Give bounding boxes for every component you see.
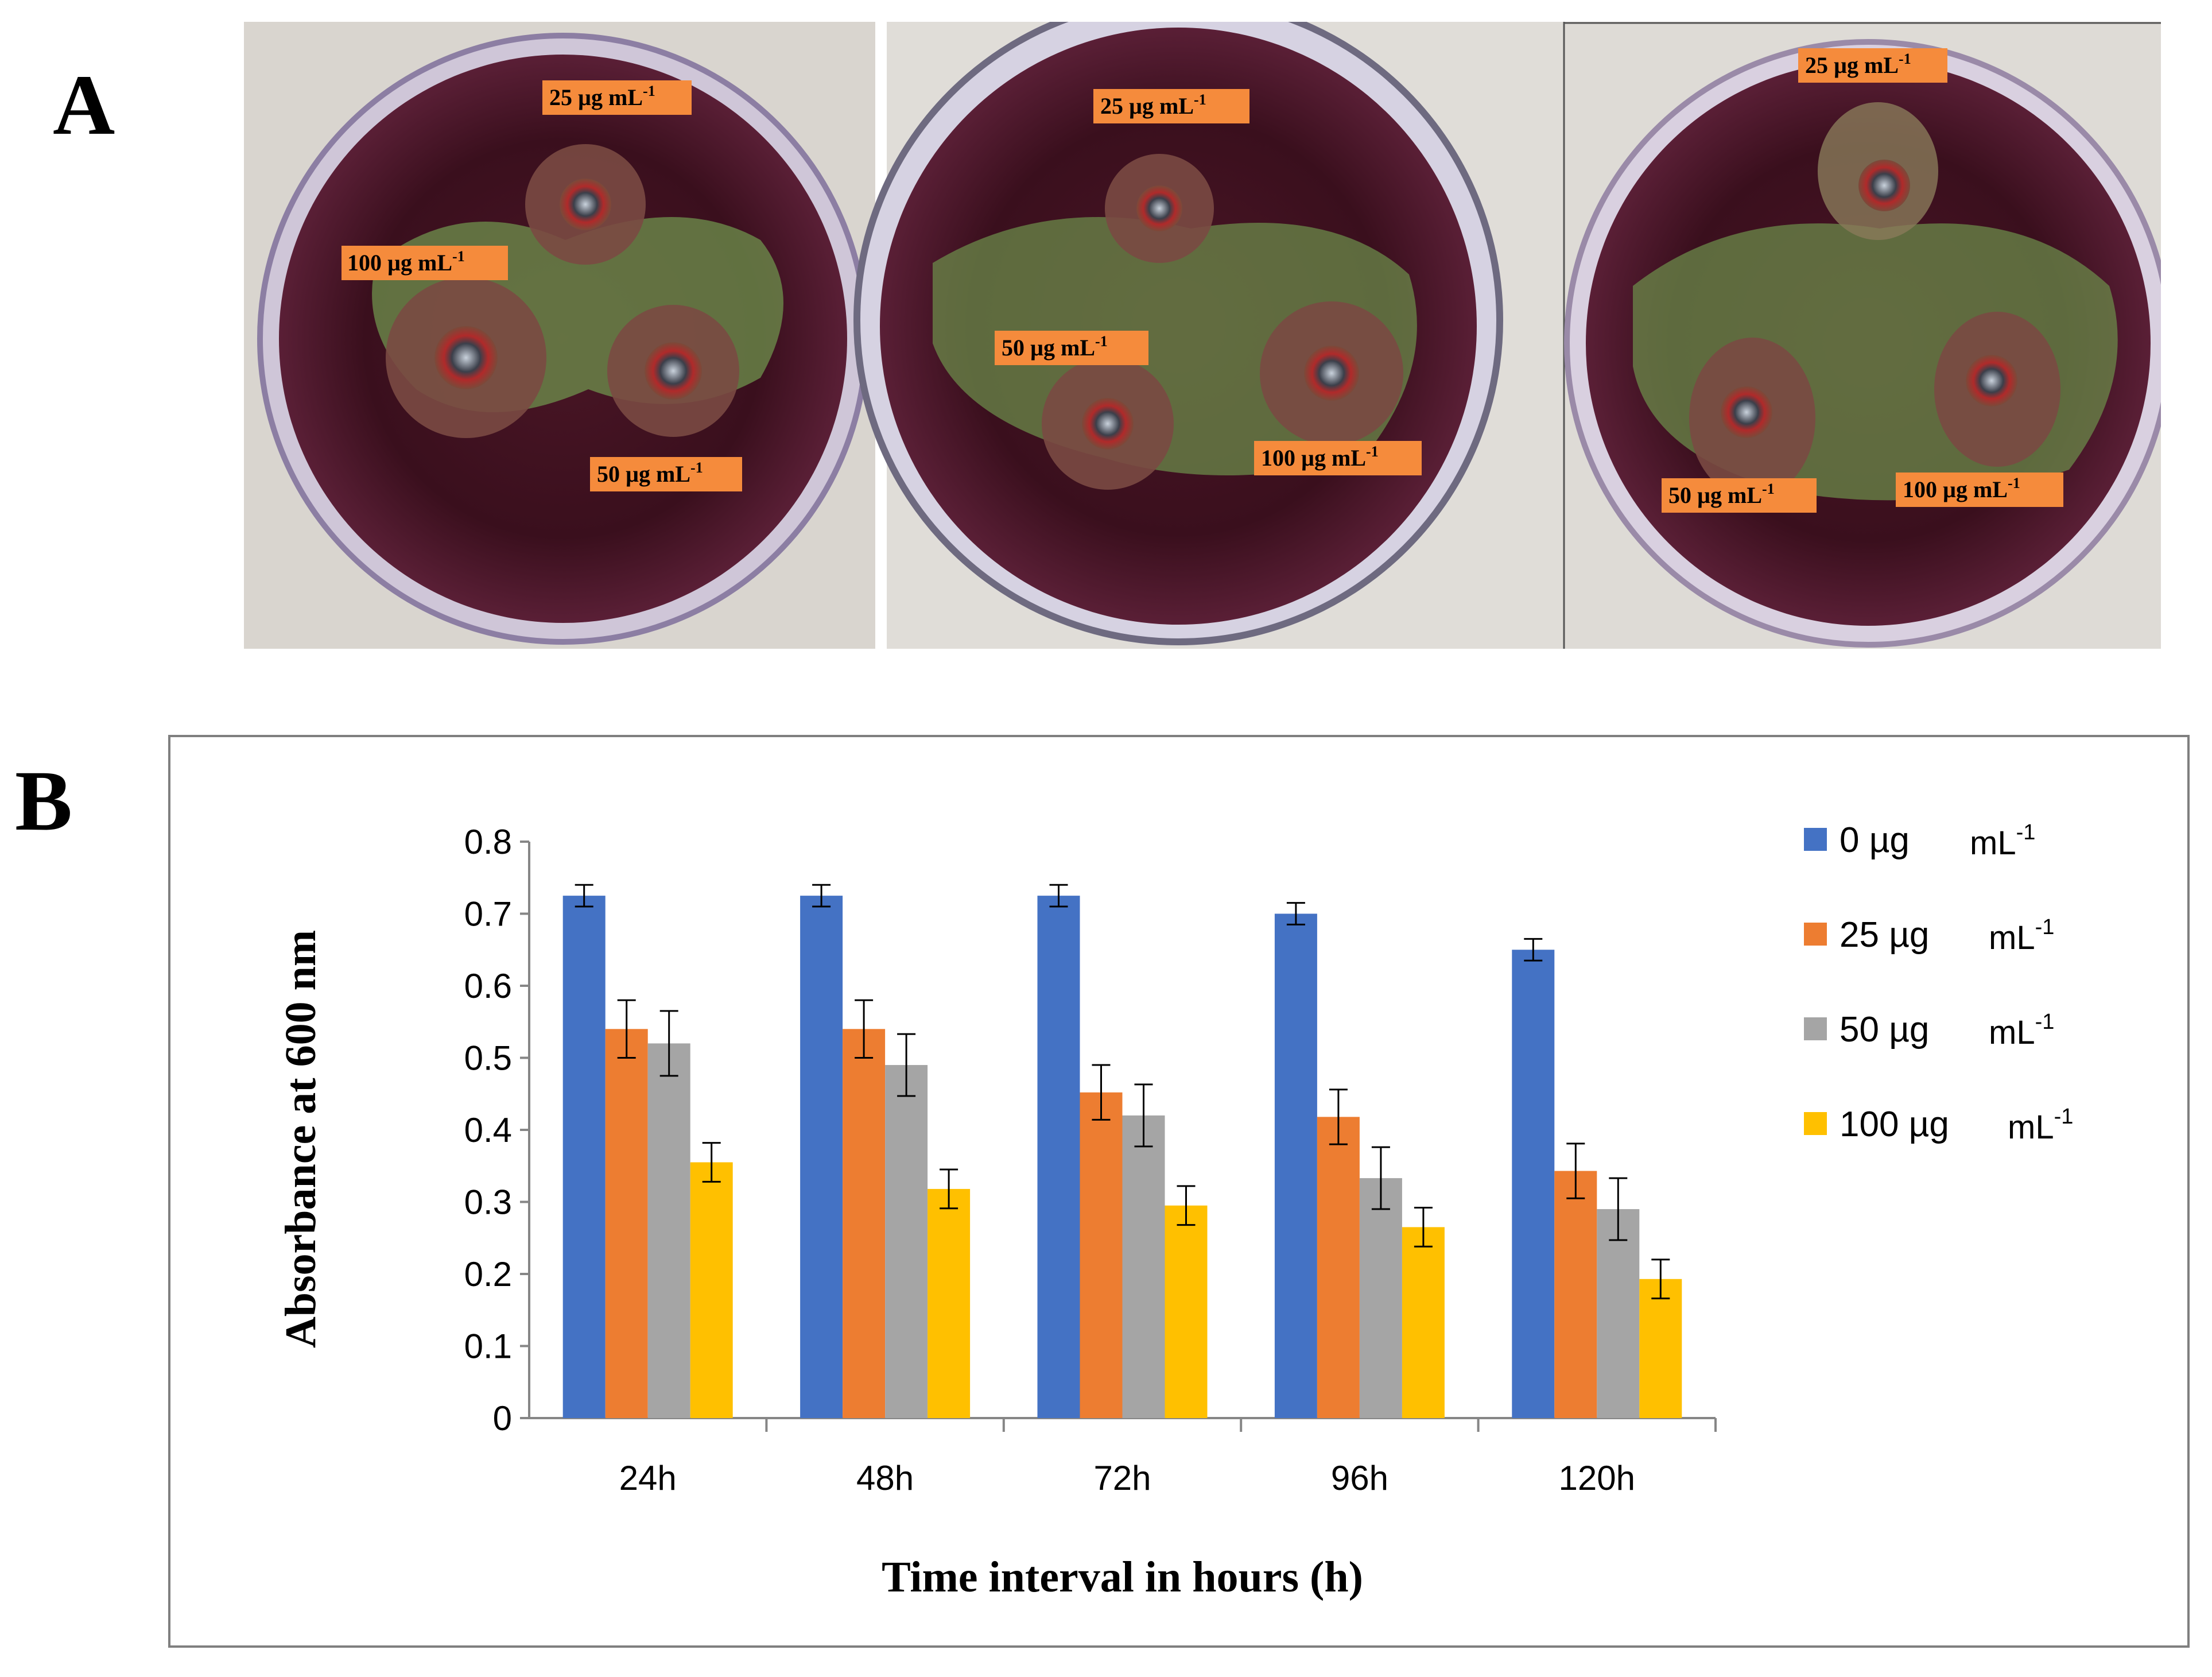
petri-dish-3 (1564, 39, 2161, 648)
bar (1317, 1117, 1360, 1418)
bar (1165, 1205, 1208, 1418)
bar-chart: 0 0.1 0.2 0.3 0.4 0.5 0.6 0.7 0.8 24h 48h 72h 96h 120… (277, 820, 2073, 1601)
legend-unit: mL-1 (1970, 820, 2035, 862)
x-tick-label: 24h (619, 1459, 677, 1497)
x-tick-label: 48h (856, 1459, 914, 1497)
plate1-label-25: 25 µg mL-1 (542, 80, 692, 115)
bar (1122, 1115, 1165, 1418)
svg-text:25 µg mL-1: 25 µg mL-1 (1100, 91, 1206, 119)
y-tick-label: 0.5 (464, 1039, 512, 1078)
panel-b-letter: B (15, 753, 73, 849)
bar (1512, 950, 1555, 1418)
bar (885, 1065, 928, 1418)
bar (800, 896, 843, 1418)
bar (1597, 1209, 1640, 1418)
bar (1402, 1227, 1445, 1418)
bar (1080, 1092, 1123, 1418)
bar (1639, 1279, 1682, 1418)
bar (1359, 1178, 1402, 1418)
y-axis-title: Absorbance at 600 nm (277, 930, 325, 1348)
plate3-label-25: 25 µg mL-1 (1798, 48, 1947, 83)
legend-swatch (1804, 1017, 1827, 1040)
svg-text:50 µg mL-1: 50 µg mL-1 (1002, 333, 1108, 361)
plate2-label-100: 100 µg mL-1 (1254, 441, 1422, 475)
y-tick-label: 0 (493, 1399, 512, 1438)
x-axis-title: Time interval in hours (h) (882, 1553, 1363, 1601)
bar (562, 896, 606, 1418)
x-tick-label: 120h (1559, 1459, 1635, 1497)
plate3-label-50: 50 µg mL-1 (1662, 478, 1817, 513)
bar (1554, 1171, 1597, 1418)
bar (690, 1162, 733, 1418)
plate1-label-100: 100 µg mL-1 (341, 246, 508, 280)
legend-label: 100 µg (1840, 1105, 1949, 1144)
svg-text:100 µg mL-1: 100 µg mL-1 (1261, 443, 1379, 471)
legend-unit: mL-1 (1989, 915, 2054, 956)
legend-label: 0 µg (1840, 820, 1910, 860)
bar (1274, 913, 1317, 1418)
legend-swatch (1804, 828, 1827, 851)
plate2-label-50: 50 µg mL-1 (995, 331, 1148, 365)
chart-frame: 0 0.1 0.2 0.3 0.4 0.5 0.6 0.7 0.8 24h 48h 72h 96h 120… (168, 735, 2190, 1648)
svg-text:50 µg mL-1: 50 µg mL-1 (597, 459, 703, 487)
panel-a-letter: A (53, 57, 115, 153)
y-tick-label: 0.4 (464, 1111, 512, 1149)
y-tick-label: 0.7 (464, 895, 512, 934)
plate2-label-25: 25 µg mL-1 (1093, 89, 1249, 123)
y-tick-label: 0.3 (464, 1183, 512, 1222)
y-tick-label: 0.6 (464, 967, 512, 1005)
svg-text:100 µg mL-1: 100 µg mL-1 (347, 248, 465, 276)
x-tick-label: 72h (1093, 1459, 1151, 1497)
legend-label: 25 µg (1840, 915, 1929, 955)
svg-text:100 µg mL-1: 100 µg mL-1 (1903, 475, 2020, 502)
y-tick-label: 0.8 (464, 823, 512, 861)
legend-swatch (1804, 923, 1827, 946)
bar (605, 1029, 648, 1418)
x-tick-label: 96h (1331, 1459, 1388, 1497)
petri-dish-photos: 25 µg mL-1 100 µg mL-1 50 µg mL-1 25 µg … (244, 22, 2161, 649)
svg-text:25 µg mL-1: 25 µg mL-1 (1805, 51, 1911, 78)
plate1-label-50: 50 µg mL-1 (590, 457, 742, 491)
petri-dish-1 (257, 33, 869, 645)
legend-label: 50 µg (1840, 1010, 1929, 1049)
bar (928, 1188, 971, 1418)
bar (1037, 896, 1080, 1418)
bar (843, 1029, 886, 1418)
legend-unit: mL-1 (1989, 1010, 2054, 1051)
y-tick-label: 0.1 (464, 1327, 512, 1366)
legend-swatch (1804, 1112, 1827, 1135)
bar (647, 1043, 690, 1418)
svg-text:25 µg mL-1: 25 µg mL-1 (549, 83, 655, 110)
svg-text:50 µg mL-1: 50 µg mL-1 (1668, 481, 1775, 508)
plate3-label-100: 100 µg mL-1 (1896, 472, 2063, 507)
y-tick-label: 0.2 (464, 1255, 512, 1293)
legend-unit: mL-1 (2008, 1105, 2073, 1146)
